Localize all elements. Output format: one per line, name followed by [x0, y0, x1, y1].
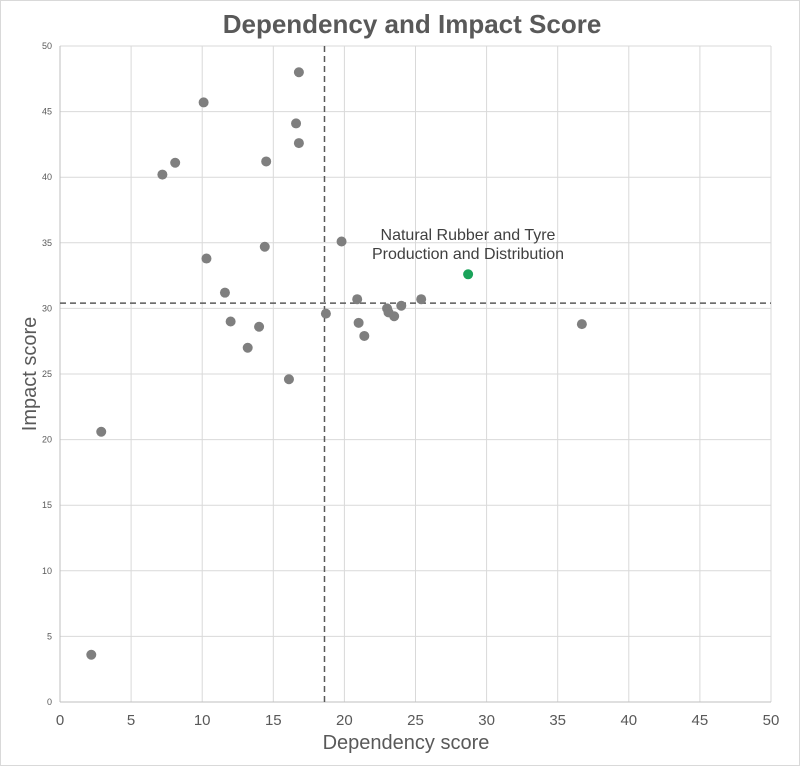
- reference-lines: [60, 46, 771, 702]
- data-point: [225, 316, 236, 327]
- chart-title: Dependency and Impact Score: [223, 9, 602, 39]
- x-tick-label: 40: [620, 712, 637, 729]
- data-point: [352, 294, 363, 305]
- x-tick-label: 30: [478, 712, 495, 729]
- highlight-label-line1: Natural Rubber and Tyre: [381, 227, 556, 244]
- y-tick-label: 10: [42, 566, 52, 576]
- data-point: [261, 156, 272, 167]
- data-point: [416, 294, 427, 305]
- x-tick-label: 15: [265, 712, 282, 729]
- y-tick-label: 40: [42, 172, 52, 182]
- data-point: [96, 426, 107, 437]
- x-tick-label: 10: [194, 712, 211, 729]
- data-point: [242, 342, 253, 353]
- y-tick-label: 15: [42, 500, 52, 510]
- y-tick-label: 20: [42, 435, 52, 445]
- data-point: [336, 236, 347, 247]
- data-point: [254, 321, 265, 332]
- data-point: [576, 319, 587, 330]
- data-point: [198, 97, 209, 108]
- data-point: [293, 138, 304, 149]
- x-tick-label: 20: [336, 712, 353, 729]
- data-point: [201, 253, 212, 264]
- y-tick-label: 5: [47, 631, 52, 641]
- data-point: [170, 157, 181, 168]
- axes: [59, 46, 771, 703]
- data-point: [219, 287, 230, 298]
- y-tick-label: 25: [42, 369, 52, 379]
- y-tick-label: 30: [42, 303, 52, 313]
- x-tick-label: 5: [127, 712, 135, 729]
- x-tick-label: 50: [763, 712, 780, 729]
- highlight-label-line2: Production and Distribution: [372, 246, 564, 263]
- data-point: [320, 308, 331, 319]
- x-tick-label: 25: [407, 712, 424, 729]
- y-tick-label: 45: [42, 107, 52, 117]
- data-point: [389, 311, 400, 322]
- data-point: [86, 649, 97, 660]
- y-tick-labels: 0 5 10 15 20 25 30 35 40 45 50: [42, 41, 52, 707]
- grid-lines: [60, 45, 772, 702]
- highlight-point: [463, 269, 474, 280]
- data-point: [291, 118, 302, 129]
- highlight-group: Natural Rubber and Tyre Production and D…: [372, 227, 564, 280]
- data-point: [283, 374, 294, 385]
- x-tick-label: 35: [549, 712, 566, 729]
- y-axis-title: Impact score: [19, 317, 41, 431]
- x-axis-title: Dependency score: [323, 732, 490, 754]
- y-tick-label: 50: [42, 41, 52, 51]
- data-point: [259, 241, 270, 252]
- x-tick-labels: 0 5 10 15 20 25 30 35 40 45 50: [56, 712, 780, 729]
- data-point: [359, 330, 370, 341]
- y-tick-label: 35: [42, 238, 52, 248]
- data-points: [86, 67, 587, 660]
- x-tick-label: 0: [56, 712, 64, 729]
- x-tick-label: 45: [692, 712, 709, 729]
- data-point: [353, 317, 364, 328]
- y-tick-label: 0: [47, 697, 52, 707]
- data-point: [157, 169, 168, 180]
- data-point: [293, 67, 304, 78]
- data-point: [396, 300, 407, 311]
